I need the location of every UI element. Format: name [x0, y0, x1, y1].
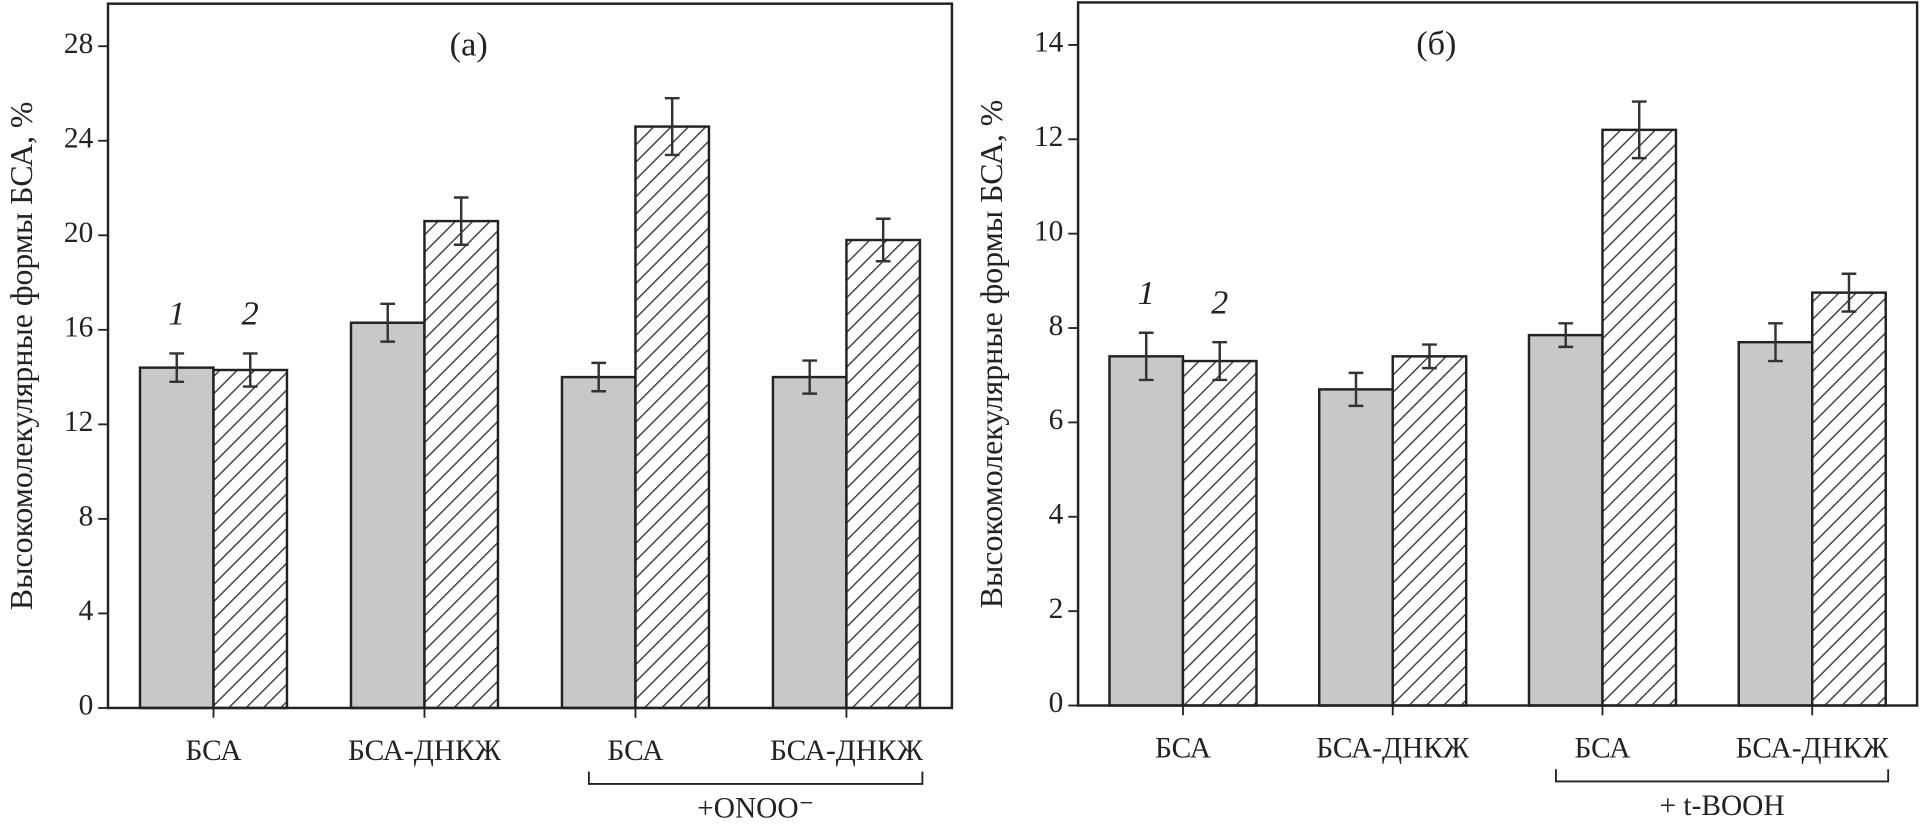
error-bar — [1841, 272, 1857, 313]
error-bar — [453, 196, 469, 246]
series-label: 1 — [1138, 274, 1155, 312]
x-tick-label: БСА-ДНКЖ — [770, 735, 924, 767]
series-label: 1 — [168, 295, 185, 333]
x-tick-label: БСА-ДНКЖ — [1316, 733, 1470, 765]
y-tick-label: 4 — [79, 595, 94, 627]
bar — [771, 375, 848, 710]
y-tick-label: 14 — [1034, 27, 1064, 59]
y-axis-label: Высокомолекулярные формы БСА, % — [974, 100, 1009, 609]
y-tick-label: 12 — [64, 406, 93, 438]
error-bar — [1348, 371, 1364, 408]
y-tick-label: 2 — [1049, 593, 1064, 625]
group-bracket — [1555, 769, 1890, 783]
bar — [1108, 355, 1185, 707]
bar — [1391, 355, 1468, 707]
bar — [1527, 333, 1604, 707]
bar — [1737, 340, 1814, 707]
y-tick-label: 4 — [1049, 499, 1064, 531]
series-label: 2 — [242, 295, 259, 333]
x-tick-label: БСА-ДНКЖ — [348, 735, 502, 767]
bar — [138, 366, 215, 710]
y-tick-label: 16 — [64, 312, 93, 344]
y-tick-label: 12 — [1034, 121, 1063, 153]
series-label: 2 — [1211, 283, 1228, 321]
bar — [1601, 128, 1678, 707]
bar — [1811, 291, 1887, 707]
error-bar — [875, 217, 891, 263]
x-tick-label: БСА — [185, 735, 241, 767]
error-bar — [1631, 100, 1647, 160]
group-label: + t-BOOH — [1660, 790, 1785, 822]
chart-title: (б) — [1416, 24, 1456, 62]
bar — [423, 219, 500, 710]
error-bar — [1422, 343, 1437, 370]
error-bar — [1768, 322, 1783, 363]
bar — [560, 375, 637, 710]
bar — [212, 368, 289, 710]
error-bar — [1138, 331, 1154, 382]
error-bar — [591, 361, 607, 393]
y-tick-label: 0 — [1049, 687, 1064, 719]
error-bar — [1558, 322, 1574, 349]
y-tick-label: 28 — [64, 28, 93, 60]
bar — [845, 238, 922, 710]
y-tick-label: 0 — [79, 690, 94, 722]
y-tick-label: 8 — [79, 501, 94, 533]
y-tick-label: 8 — [1049, 310, 1064, 342]
error-bar — [1212, 340, 1228, 382]
bar — [1181, 359, 1258, 707]
x-tick-label: БСА — [1574, 733, 1630, 765]
bar — [349, 321, 426, 710]
error-bar — [242, 352, 258, 388]
plot-frame — [1076, 1, 1919, 707]
group-bracket — [587, 771, 924, 785]
y-axis-label: Высокомолекулярные формы БСА, % — [4, 102, 39, 611]
plot-frame — [106, 2, 954, 710]
chart-title: (а) — [450, 26, 488, 64]
x-tick-label: БСА — [1155, 733, 1211, 765]
x-tick-label: БСА-ДНКЖ — [1736, 733, 1890, 765]
group-label: +ONOO⁻ — [697, 793, 814, 825]
bar — [1318, 388, 1394, 707]
error-bar — [664, 96, 680, 157]
error-bar — [802, 359, 818, 395]
error-bar — [380, 302, 396, 343]
error-bar — [169, 352, 185, 384]
y-tick-label: 6 — [1049, 404, 1064, 436]
y-tick-label: 20 — [64, 217, 93, 249]
x-tick-label: БСА — [607, 735, 663, 767]
y-tick-label: 24 — [64, 123, 94, 155]
y-tick-label: 10 — [1034, 215, 1063, 247]
bar — [634, 125, 711, 710]
